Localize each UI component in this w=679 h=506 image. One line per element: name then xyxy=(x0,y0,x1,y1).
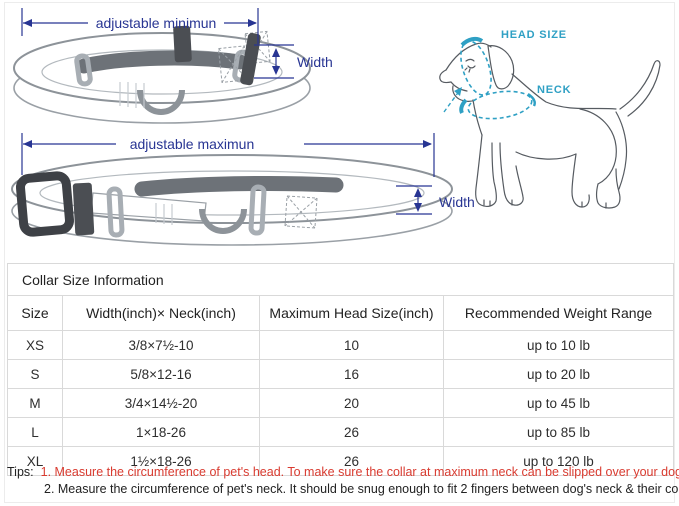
collar-pad xyxy=(76,50,248,74)
table-row: L 1×18-26 26 up to 85 lb xyxy=(7,417,674,447)
table-title: Collar Size Information xyxy=(7,263,674,296)
min-dimension-annotation xyxy=(21,8,294,79)
tip-2: 2. Measure the circumference of pet's ne… xyxy=(44,482,679,496)
collar-band xyxy=(11,154,453,246)
stitch-lines xyxy=(155,203,173,225)
width-neck-cell: 3/8×7½-10 xyxy=(62,330,260,360)
dog-illustration: HEAD SIZE NECK xyxy=(439,29,661,209)
head-size-cell: 16 xyxy=(259,359,444,389)
table-row: XS 3/8×7½-10 10 up to 10 lb xyxy=(7,330,674,360)
tip-1: 1. Measure the circumference of pet's he… xyxy=(40,465,679,479)
collar-min-diagram: adjustable minimun Width xyxy=(13,8,333,124)
weight-cell: up to 120 lb xyxy=(443,446,674,476)
width-neck-cell: 3/4×14½-20 xyxy=(62,388,260,418)
width-label: Width xyxy=(297,54,333,70)
d-ring xyxy=(137,89,185,115)
table-row: M 3/4×14½-20 20 up to 45 lb xyxy=(7,388,674,418)
dog-outline xyxy=(439,42,661,209)
neck-label: NECK xyxy=(537,84,571,96)
size-cell: M xyxy=(7,388,63,418)
table-header-row: Size Width(inch)× Neck(inch) Maximum Hea… xyxy=(7,295,674,331)
size-cell: L xyxy=(7,417,63,447)
collar-size-table: Collar Size Information Size Width(inch)… xyxy=(7,263,674,476)
weight-cell: up to 20 lb xyxy=(443,359,674,389)
measure-loops xyxy=(443,36,536,120)
head-size-cell: 26 xyxy=(259,417,444,447)
stitch-lines xyxy=(119,82,145,108)
header-width-neck: Width(inch)× Neck(inch) xyxy=(62,295,260,331)
weight-cell: up to 85 lb xyxy=(443,417,674,447)
size-cell: S xyxy=(7,359,63,389)
size-cell: XL xyxy=(7,446,63,476)
adjustable-maximum-label: adjustable maximun xyxy=(130,136,255,152)
width-label: Width xyxy=(439,194,475,210)
collar-max-diagram: adjustable maximun Width xyxy=(11,133,475,246)
size-cell: XS xyxy=(7,330,63,360)
header-head-size: Maximum Head Size(inch) xyxy=(259,295,444,331)
width-neck-cell: 1½×18-26 xyxy=(62,446,260,476)
weight-cell: up to 10 lb xyxy=(443,330,674,360)
width-neck-cell: 5/8×12-16 xyxy=(62,359,260,389)
header-size: Size xyxy=(7,295,63,331)
adjustable-minimum-label: adjustable minimun xyxy=(96,15,217,31)
max-dimension-annotation xyxy=(21,133,435,215)
header-weight-range: Recommended Weight Range xyxy=(443,295,674,331)
side-buckle-bar xyxy=(240,32,261,86)
metal-loop-right xyxy=(248,184,267,236)
table-row: XL 1½×18-26 26 up to 120 lb xyxy=(7,446,674,476)
tips-label: Tips: xyxy=(7,465,34,479)
head-size-cell: 20 xyxy=(259,388,444,418)
head-size-cell: 26 xyxy=(259,446,444,476)
metal-ring-left xyxy=(106,186,125,238)
neck-loop-highlight xyxy=(459,98,468,114)
head-loop-highlight xyxy=(460,36,484,47)
head-size-label: HEAD SIZE xyxy=(501,29,567,41)
collar-band xyxy=(13,25,311,124)
weight-cell: up to 45 lb xyxy=(443,388,674,418)
slider-buckle xyxy=(173,25,192,63)
keeper-buckle xyxy=(72,182,95,236)
square-buckle xyxy=(15,171,75,237)
table-row: S 5/8×12-16 16 up to 20 lb xyxy=(7,359,674,389)
metal-ring-left xyxy=(74,53,93,87)
d-ring xyxy=(199,208,247,234)
head-size-cell: 10 xyxy=(259,330,444,360)
collar-pad xyxy=(134,175,344,197)
tips-section: Tips: 1. Measure the circumference of pet… xyxy=(7,464,679,498)
width-neck-cell: 1×18-26 xyxy=(62,417,260,447)
